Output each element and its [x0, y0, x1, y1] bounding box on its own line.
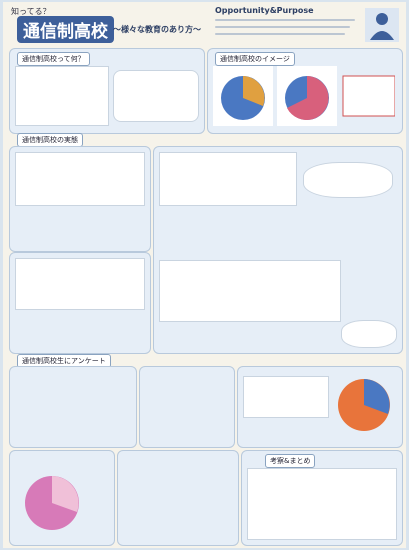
text-line — [215, 33, 345, 35]
section-heading: 通信制高校って何？ — [17, 52, 90, 66]
summary-box — [247, 468, 397, 540]
panel-survey — [117, 450, 239, 546]
line-chart-image — [15, 258, 145, 310]
text-line — [215, 26, 350, 28]
info-box — [113, 70, 199, 122]
page: 知ってる？ 通信制高校 〜様々な教育のあり方〜 Opportunity&Purp… — [0, 0, 409, 550]
pie-chart — [333, 374, 395, 436]
speech-bubble — [303, 162, 393, 198]
poster: 知ってる？ 通信制高校 〜様々な教育のあり方〜 Opportunity&Purp… — [3, 2, 406, 548]
panel-survey — [9, 366, 137, 448]
person-icon — [365, 8, 399, 42]
subtitle: 〜様々な教育のあり方〜 — [113, 24, 201, 35]
bar-chart-image — [243, 376, 329, 418]
pie-chart — [17, 472, 87, 534]
bar-chart-image — [159, 260, 341, 322]
tagline: Opportunity&Purpose — [215, 6, 314, 15]
text-line — [215, 19, 355, 21]
title: 通信制高校 — [17, 16, 114, 43]
bar-chart-image — [15, 152, 145, 206]
section-heading: 通信制高校のイメージ — [215, 52, 295, 66]
speech-bubble — [341, 320, 397, 348]
table-image — [15, 66, 109, 126]
panel-survey — [139, 366, 235, 448]
section-heading: 通信制高校の実態 — [17, 133, 83, 147]
pie-charts — [213, 66, 395, 128]
line-chart-image — [159, 152, 297, 206]
section-heading: 考察&まとめ — [265, 454, 315, 468]
